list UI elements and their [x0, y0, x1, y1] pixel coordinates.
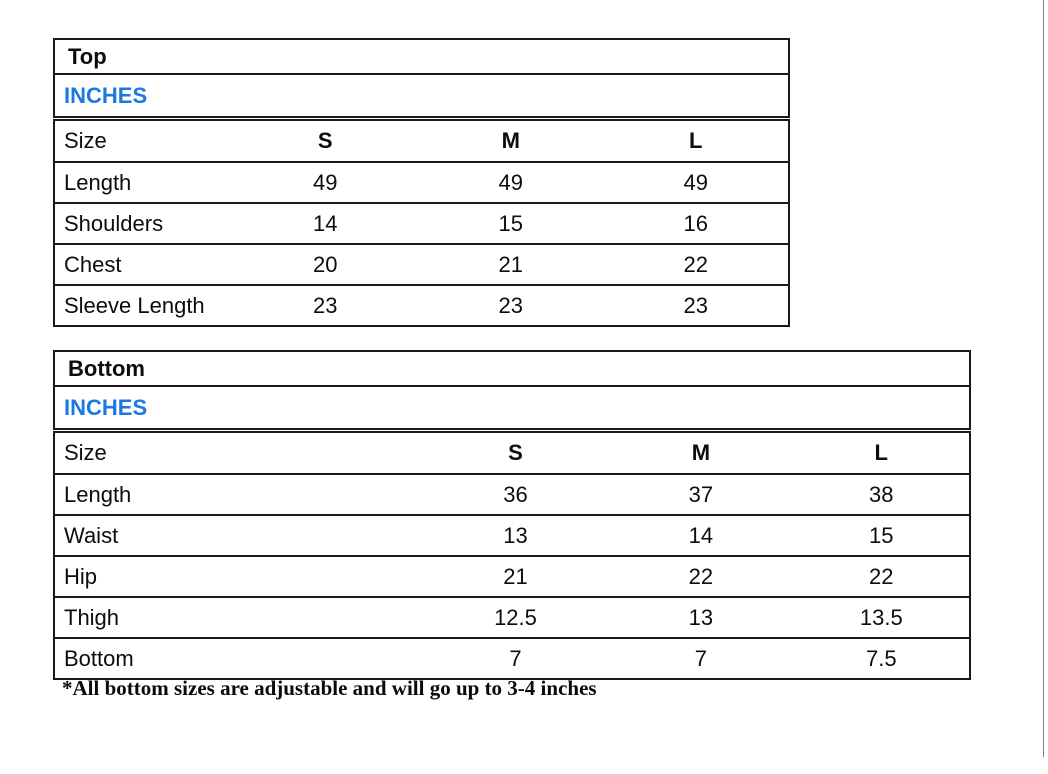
bottom-table-unit-row: INCHES	[54, 386, 970, 433]
top-table-unit-label: INCHES	[54, 74, 789, 121]
column-header-m: M	[691, 440, 711, 465]
cell-value: 22	[608, 555, 794, 597]
bottom-table-unit-label: INCHES	[54, 386, 970, 433]
top-table-unit-row: INCHES	[54, 74, 789, 121]
table-row: Waist 13 14 15	[54, 514, 970, 556]
bottom-table-title-row: Bottom	[54, 351, 970, 387]
cell-value: 15	[417, 202, 604, 244]
cell-value: 13.5	[793, 596, 970, 638]
top-table-title: Top	[54, 39, 789, 75]
adjustable-sizes-footnote: *All bottom sizes are adjustable and wil…	[62, 676, 597, 700]
table-row: Shoulders 14 15 16	[54, 202, 789, 244]
row-label: Bottom	[54, 637, 423, 679]
cell-value: 7.5	[793, 637, 970, 679]
bottom-table-header-row: Size S M L	[54, 431, 970, 475]
column-header-l: L	[874, 440, 888, 465]
cell-value: 20	[232, 243, 418, 285]
row-label: Length	[54, 473, 423, 515]
top-size-table: Top INCHES Size S M L Length 49 49 49 Sh…	[53, 38, 790, 327]
cell-value: 38	[793, 473, 970, 515]
content-frame-right-edge	[1043, 0, 1044, 757]
table-row: Length 36 37 38	[54, 473, 970, 515]
table-row: Hip 21 22 22	[54, 555, 970, 597]
cell-value: 13	[422, 514, 609, 556]
column-header-size: Size	[64, 128, 107, 153]
row-label: Length	[54, 161, 233, 203]
row-label: Shoulders	[54, 202, 233, 244]
row-label: Hip	[54, 555, 423, 597]
cell-value: 23	[603, 284, 789, 326]
cell-value: 14	[608, 514, 794, 556]
top-table-header-row: Size S M L	[54, 119, 789, 163]
row-label: Chest	[54, 243, 233, 285]
table-row: Length 49 49 49	[54, 161, 789, 203]
cell-value: 13	[608, 596, 794, 638]
row-label: Sleeve Length	[54, 284, 233, 326]
table-row: Thigh 12.5 13 13.5	[54, 596, 970, 638]
cell-value: 22	[793, 555, 970, 597]
row-label: Waist	[54, 514, 423, 556]
cell-value: 16	[603, 202, 789, 244]
bottom-size-table: Bottom INCHES Size S M L Length 36 37 38…	[53, 350, 971, 680]
column-header-s: S	[317, 128, 333, 153]
cell-value: 7	[422, 637, 609, 679]
cell-value: 49	[232, 161, 418, 203]
table-row: Sleeve Length 23 23 23	[54, 284, 789, 326]
cell-value: 7	[608, 637, 794, 679]
cell-value: 23	[417, 284, 604, 326]
column-header-m: M	[501, 128, 520, 153]
row-label: Thigh	[54, 596, 423, 638]
column-header-s: S	[508, 440, 523, 465]
cell-value: 21	[417, 243, 604, 285]
cell-value: 23	[232, 284, 418, 326]
bottom-table-title: Bottom	[54, 351, 970, 387]
column-header-l: L	[689, 128, 703, 153]
cell-value: 15	[793, 514, 970, 556]
top-table-title-row: Top	[54, 39, 789, 75]
table-row: Chest 20 21 22	[54, 243, 789, 285]
cell-value: 49	[603, 161, 789, 203]
column-header-size: Size	[64, 440, 107, 465]
table-row: Bottom 7 7 7.5	[54, 637, 970, 679]
cell-value: 14	[232, 202, 418, 244]
cell-value: 36	[422, 473, 609, 515]
cell-value: 49	[417, 161, 604, 203]
cell-value: 12.5	[422, 596, 609, 638]
cell-value: 22	[603, 243, 789, 285]
cell-value: 21	[422, 555, 609, 597]
cell-value: 37	[608, 473, 794, 515]
